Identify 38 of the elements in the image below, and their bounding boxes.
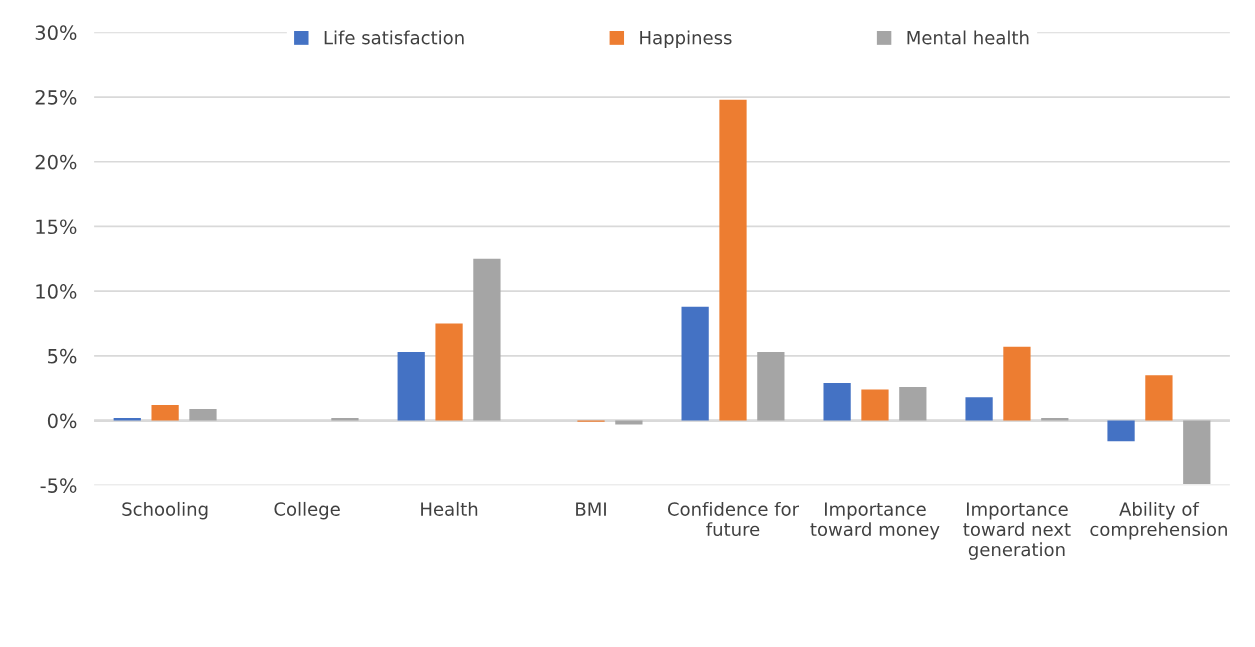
legend-label: Life satisfaction [324,30,464,45]
bar [1183,420,1211,484]
y-tick-label: 20% [35,154,77,170]
legend-label: Mental health [907,30,1029,45]
x-tick-label: BMI [576,502,606,516]
y-tick-label: -5% [40,478,77,493]
legend-label: Happiness [640,30,732,48]
x-tick-label: College [274,501,340,520]
bar [823,383,851,421]
y-tick-label: 15% [36,219,77,235]
bar [113,417,141,421]
bar [435,323,463,421]
x-tick-label: Ability of comprehension [1090,501,1227,540]
y-tick-label: 5% [48,348,77,364]
y-tick-label: 10% [36,284,77,299]
bar [681,306,709,421]
bar [899,386,927,421]
y-tick-label: 0% [47,413,77,429]
bar [397,351,425,421]
bar [1145,375,1173,421]
bar [151,405,179,421]
bar [757,351,785,421]
bar [1003,346,1031,421]
x-tick-label: Importance toward next generation [963,502,1071,560]
x-tick-label: Health [421,501,478,516]
bar [1107,420,1135,442]
y-tick-label: 30% [35,25,77,41]
bar [965,397,993,421]
y-tick-label: 25% [35,90,77,105]
x-tick-label: Confidence for future [667,501,800,537]
bar [473,258,501,421]
bar [331,417,359,421]
x-tick-label: Importance toward money [810,502,940,540]
bar [189,408,217,421]
x-tick-label: Schooling [122,501,208,520]
bar [1041,417,1069,421]
bar [719,99,747,421]
bar [861,389,889,421]
